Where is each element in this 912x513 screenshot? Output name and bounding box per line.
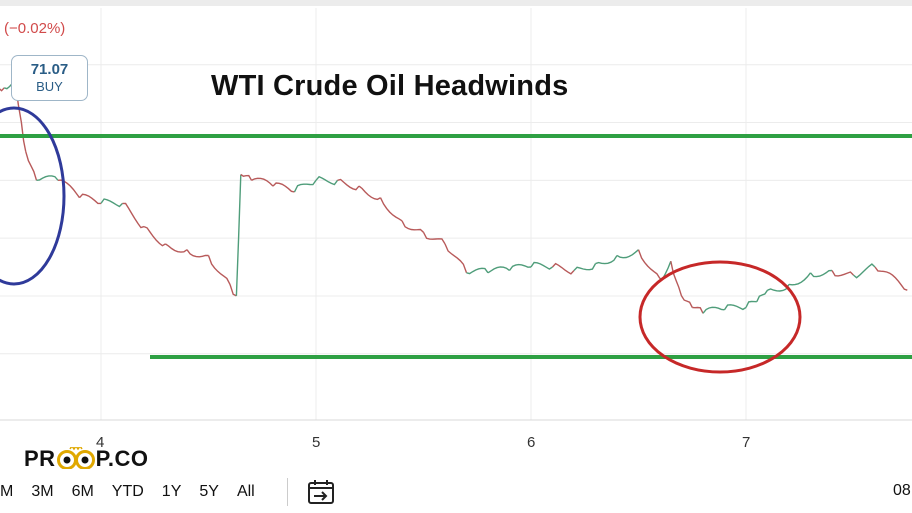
series-segment	[809, 269, 833, 278]
series-segment	[508, 263, 532, 271]
time-range-bar: M 3M 6M YTD 1Y 5Y All	[0, 480, 273, 504]
date-readout: 08	[893, 482, 911, 499]
series-segment	[36, 175, 59, 181]
left-highlight-circle	[0, 106, 66, 286]
range-button-all[interactable]: All	[236, 483, 255, 500]
x-tick-label: 6	[527, 434, 536, 451]
series-segment	[272, 182, 295, 193]
range-button-1y[interactable]: 1Y	[161, 483, 182, 500]
range-button-1m[interactable]: M	[0, 483, 14, 500]
series-segment	[315, 175, 339, 186]
series-segment	[616, 249, 639, 259]
series-segment	[853, 263, 876, 279]
logo-text-left: PR	[24, 446, 56, 471]
series-segment	[723, 304, 747, 311]
range-button-5y[interactable]: 5Y	[199, 483, 219, 500]
series-segment	[240, 173, 253, 181]
x-tick-label: 4	[96, 434, 105, 451]
series-segment	[767, 284, 790, 292]
right-highlight-circle	[638, 260, 802, 374]
watermark-logo: PR P.CO	[24, 446, 149, 472]
series-segment	[530, 261, 553, 270]
series-segment	[637, 249, 661, 279]
series-segment	[25, 151, 38, 181]
series-segment	[745, 300, 757, 308]
series-segment	[143, 225, 166, 247]
series-segment	[788, 272, 812, 286]
series-segment	[358, 185, 381, 201]
x-tick-label: 7	[742, 434, 751, 451]
series-segment	[122, 202, 145, 229]
series-segment	[466, 267, 489, 275]
series-segment	[595, 255, 618, 265]
series-layer	[0, 75, 908, 314]
series-segment	[692, 306, 704, 314]
series-segment	[57, 179, 81, 199]
date-range-icon[interactable]	[306, 479, 336, 505]
x-tick-label: 5	[312, 434, 321, 451]
series-segment	[702, 306, 725, 314]
series-segment	[670, 261, 683, 297]
series-segment	[444, 243, 468, 274]
series-segment	[422, 231, 446, 245]
buy-price-button[interactable]: 71.07 BUY	[11, 55, 88, 101]
series-segment	[20, 122, 27, 152]
series-segment	[100, 198, 123, 208]
range-button-6m[interactable]: 6M	[71, 483, 94, 500]
series-segment	[78, 193, 101, 205]
series-segment	[756, 289, 769, 302]
price-chart	[0, 8, 912, 421]
range-button-ytd[interactable]: YTD	[111, 483, 144, 500]
series-segment	[379, 197, 403, 222]
series-segment	[874, 266, 908, 291]
series-segment	[680, 295, 693, 308]
series-segment	[337, 178, 360, 191]
series-segment	[0, 87, 5, 92]
owl-eyes-icon	[56, 447, 95, 469]
series-segment	[186, 249, 209, 258]
toolbar-divider	[287, 478, 288, 506]
series-segment	[551, 262, 575, 275]
range-button-3m[interactable]: 3M	[31, 483, 54, 500]
series-segment	[165, 243, 188, 253]
buy-price-value: 71.07	[30, 61, 69, 78]
series-segment	[251, 177, 274, 187]
chart-title: WTI Crude Oil Headwinds	[211, 70, 569, 102]
series-segment	[229, 284, 237, 297]
series-segment	[487, 266, 510, 274]
series-segment	[831, 270, 854, 277]
series-segment	[401, 220, 424, 233]
top-strip	[0, 0, 912, 6]
series-segment	[573, 263, 597, 271]
series-segment	[293, 179, 317, 193]
buy-label: BUY	[36, 79, 63, 94]
logo-text-right: P.CO	[95, 446, 149, 471]
change-percent: (−0.02%)	[4, 20, 66, 37]
series-segment	[235, 174, 242, 296]
series-segment	[207, 255, 231, 285]
